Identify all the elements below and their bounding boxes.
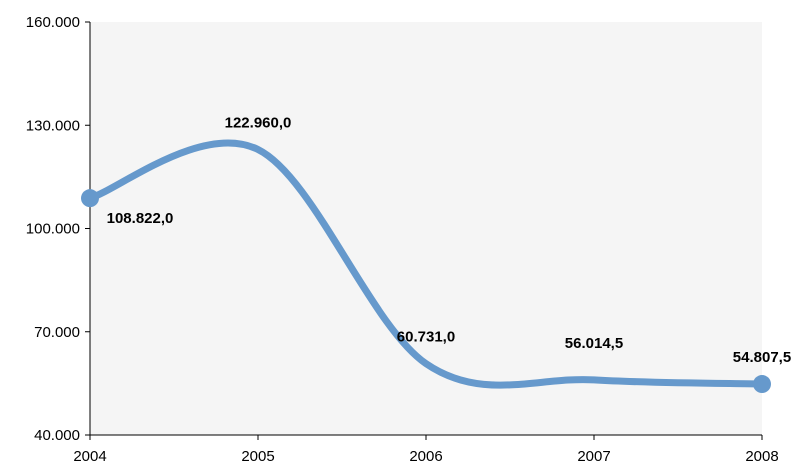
data-label: 56.014,5 bbox=[565, 335, 623, 352]
series-layer bbox=[81, 139, 771, 394]
data-label: 60.731,0 bbox=[397, 329, 455, 346]
data-point-marker bbox=[81, 189, 99, 208]
series-line bbox=[86, 139, 766, 389]
y-tick-label: 70.000 bbox=[34, 324, 80, 341]
y-tick-label: 160.000 bbox=[26, 14, 80, 31]
x-tick-label: 2004 bbox=[73, 448, 106, 465]
x-tick-label: 2008 bbox=[745, 448, 778, 465]
y-tick-label: 130.000 bbox=[26, 117, 80, 134]
x-tick-label: 2006 bbox=[409, 448, 442, 465]
plot-area bbox=[90, 22, 762, 435]
y-tick-label: 100.000 bbox=[26, 221, 80, 238]
data-label: 108.822,0 bbox=[107, 210, 174, 227]
x-tick-label: 2005 bbox=[241, 448, 274, 465]
axes: 40.000 70.000 100.000 130.000 160.000 2004 200… bbox=[26, 14, 779, 465]
data-point-marker bbox=[753, 375, 771, 394]
data-labels: 108.822,0 122.960,0 60.731,0 56.014,5 54.807… bbox=[107, 114, 792, 366]
data-label: 54.807,5 bbox=[733, 349, 791, 366]
x-tick-label: 2007 bbox=[577, 448, 610, 465]
data-label: 122.960,0 bbox=[225, 114, 292, 131]
y-tick-label: 40.000 bbox=[34, 427, 80, 444]
